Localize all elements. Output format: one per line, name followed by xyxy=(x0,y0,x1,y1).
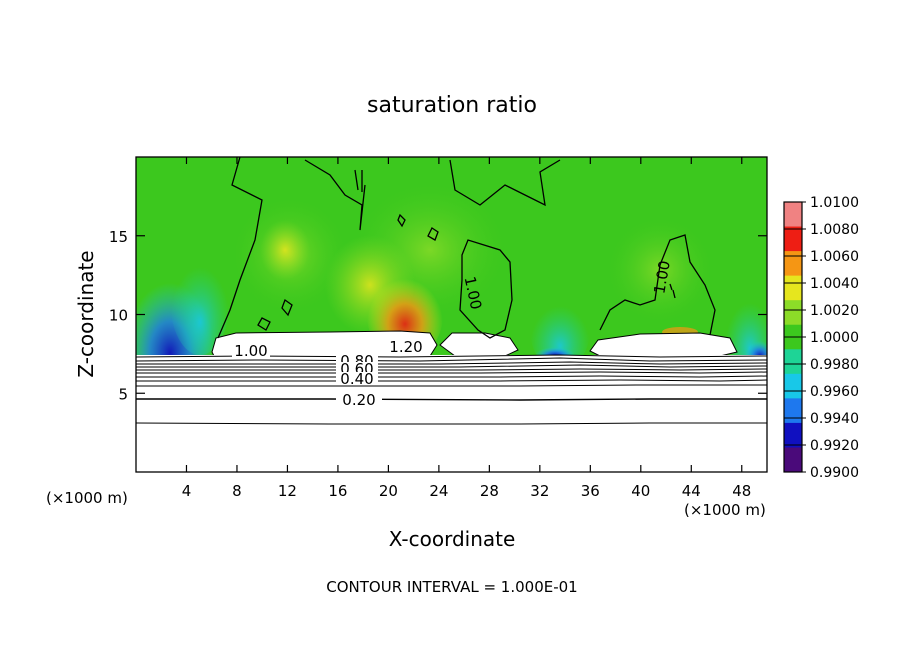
contour-layer-9 xyxy=(136,384,767,387)
field-lower-layer xyxy=(136,355,767,472)
contour-1-00-left xyxy=(217,157,263,339)
x-tick-label-8: 36 xyxy=(581,482,600,500)
x-tick-label-5: 24 xyxy=(429,482,448,500)
x-tick-label-1: 8 xyxy=(232,482,242,500)
contour-layer-7 xyxy=(136,375,767,378)
colorbar-swatch-9 xyxy=(784,226,802,252)
heatmap-field: 1.00 1.20 0.80 0.60 0.40 0.20 1.00 1.00 xyxy=(136,157,767,472)
field-patch-cyan-left xyxy=(170,245,230,355)
contour-label-6: 0.20 xyxy=(342,391,375,409)
x-tick-label-6: 28 xyxy=(480,482,499,500)
y-tick-label-1: 10 xyxy=(109,307,128,325)
colorbar-swatch-4 xyxy=(784,349,802,375)
x-tick-label-11: 48 xyxy=(732,482,751,500)
contour-label-bg-1 xyxy=(232,343,270,357)
colorbar-swatch-2 xyxy=(784,398,802,424)
colorbar-swatch-6 xyxy=(784,300,802,326)
x-axis: 4 8 12 16 20 24 28 32 36 40 44 48 xyxy=(182,157,751,500)
contour-layer-1 xyxy=(136,354,767,358)
colorbar-label-5: 1.0000 xyxy=(810,330,859,346)
field-patch-yellow-2 xyxy=(260,220,310,280)
y-tick-label-0: 5 xyxy=(118,385,128,403)
contour-layer-10 xyxy=(136,398,767,401)
colorbar-swatch-7 xyxy=(784,275,802,301)
colorbar-swatch-8 xyxy=(784,251,802,277)
colorbar-label-9: 1.0080 xyxy=(810,222,859,238)
contour-label-5: 0.40 xyxy=(340,370,373,388)
colorbar-swatch-1 xyxy=(784,422,802,448)
contour-layer-11 xyxy=(136,422,767,425)
colorbar-label-6: 1.0020 xyxy=(810,303,859,319)
contour-layer-3 xyxy=(136,361,767,365)
colorbar: 0.9900 0.9920 0.9940 0.9960 0.9980 1.0000 1.00… xyxy=(783,195,859,481)
x-tick-label-4: 20 xyxy=(379,482,398,500)
colorbar-swatch-10 xyxy=(784,202,802,228)
contour-1-00-small-6 xyxy=(669,283,676,299)
colorbar-label-8: 1.0060 xyxy=(810,249,859,265)
colorbar-label-4: 0.9980 xyxy=(810,357,859,373)
contour-label-bg-4 xyxy=(336,362,378,374)
contour-1-00-center-left xyxy=(304,159,366,231)
contour-label-8: 1.00 xyxy=(650,259,674,295)
contour-layer-5 xyxy=(136,368,767,371)
contour-1-00-small-5 xyxy=(354,169,363,192)
x-tick-label-9: 40 xyxy=(631,482,650,500)
colorbar-label-10: 1.0100 xyxy=(810,195,859,211)
contour-1-00-small-4 xyxy=(257,317,271,331)
x-tick-label-10: 44 xyxy=(682,482,701,500)
contour-lines-lower xyxy=(136,354,767,425)
contour-layer-4 xyxy=(136,364,767,368)
contour-label-bg-2 xyxy=(384,339,428,353)
contour-interval-note: CONTOUR INTERVAL = 1.000E-01 xyxy=(326,578,577,596)
contour-1-00-small-2 xyxy=(397,213,406,228)
colorbar-label-1: 0.9920 xyxy=(810,438,859,454)
chart-title: saturation ratio xyxy=(367,93,537,118)
colorbar-label-0: 0.9900 xyxy=(810,465,859,481)
colorbar-label-7: 1.0040 xyxy=(810,276,859,292)
y-tick-label-2: 15 xyxy=(109,228,128,246)
contour-layer-8 xyxy=(136,379,767,382)
contour-1-00-mid xyxy=(459,239,513,339)
contour-label-bg-5 xyxy=(336,372,378,385)
x-axis-label: X-coordinate xyxy=(389,527,516,551)
colorbar-swatch-0 xyxy=(784,447,802,473)
field-patch-lightgreen-3 xyxy=(605,215,715,325)
x-tick-label-7: 32 xyxy=(530,482,549,500)
x-tick-label-0: 4 xyxy=(182,482,192,500)
contour-label-2: 1.20 xyxy=(389,338,422,356)
contour-layer-2 xyxy=(136,357,767,362)
x-tick-label-3: 16 xyxy=(328,482,347,500)
contour-1-00-right xyxy=(599,234,716,336)
x-unit-left: (×1000 m) xyxy=(46,489,128,507)
contour-label-1: 1.00 xyxy=(234,342,267,360)
x-unit-right: (×1000 m) xyxy=(684,501,766,519)
x-tick-label-2: 12 xyxy=(278,482,297,500)
contour-1-00-center xyxy=(449,159,561,207)
y-axis-label: Z-coordinate xyxy=(74,250,98,377)
contour-layer-6 xyxy=(136,371,767,374)
contour-1-00-small-1 xyxy=(427,227,439,241)
y-axis: 5 10 15 xyxy=(109,228,767,403)
contour-label-bg-6 xyxy=(336,392,382,406)
colorbar-label-2: 0.9940 xyxy=(810,411,859,427)
contour-lines-upper xyxy=(217,157,716,339)
contour-1-00-small-3 xyxy=(281,298,293,317)
colorbar-swatch-3 xyxy=(784,373,802,399)
colorbar-label-3: 0.9960 xyxy=(810,384,859,400)
